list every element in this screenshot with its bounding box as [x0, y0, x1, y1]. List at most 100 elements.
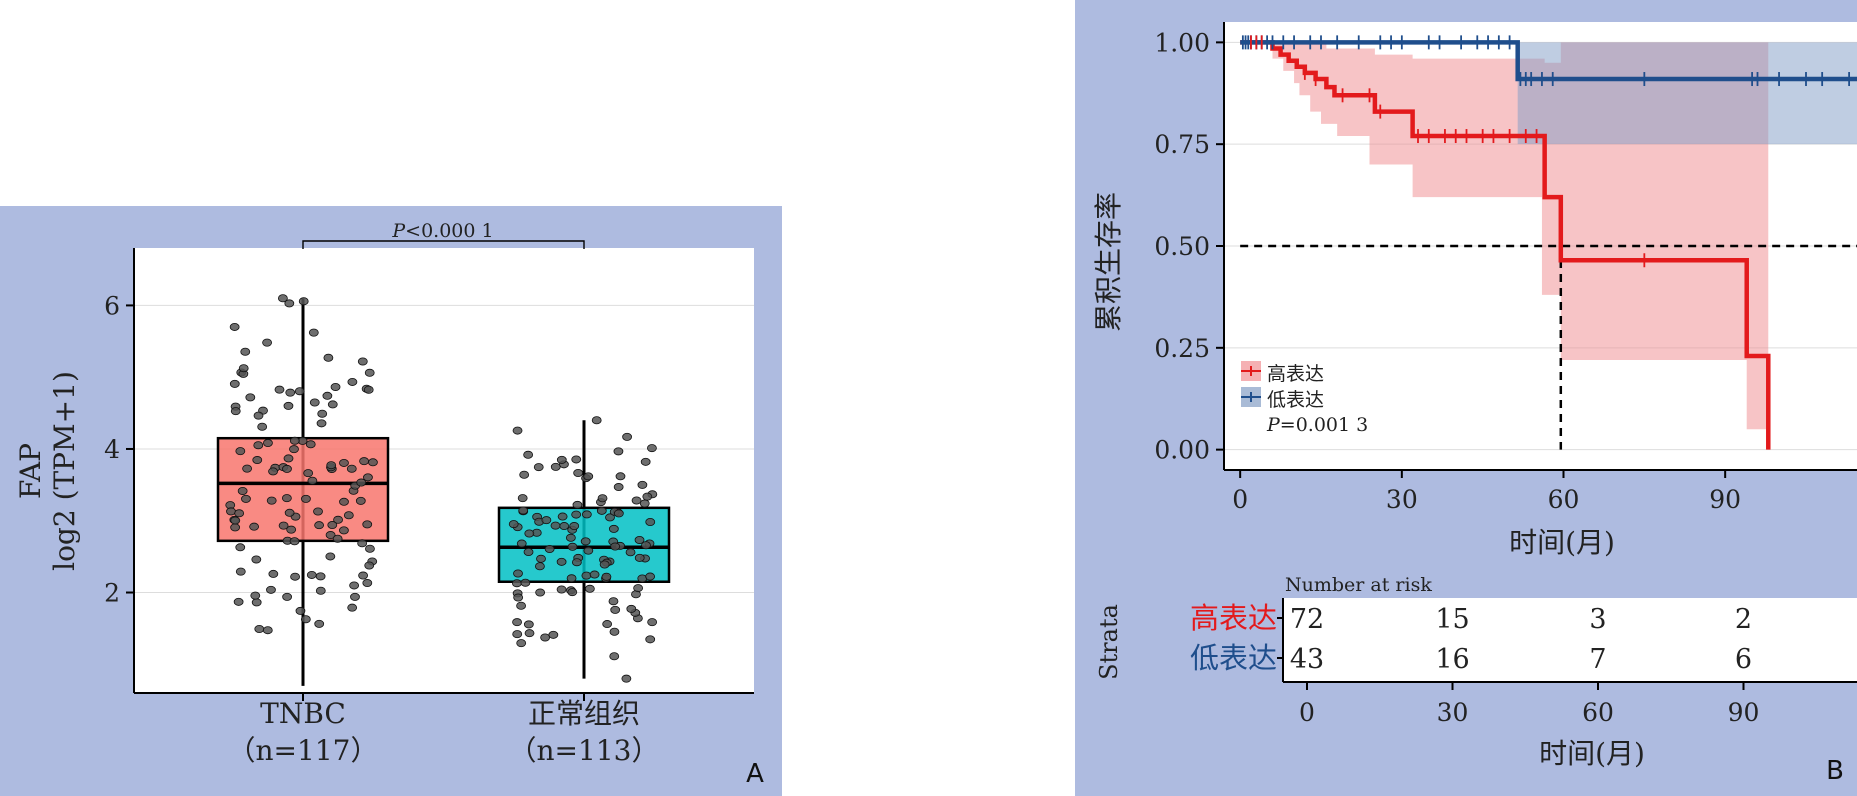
data-point: [233, 597, 244, 606]
data-point: [235, 447, 246, 456]
data-point: [639, 499, 650, 508]
data-point: [286, 525, 297, 534]
risk-strata-label: Strata: [1095, 604, 1123, 680]
km-y-tick-label: 0.50: [1154, 232, 1210, 261]
risk-x-tick-label: 0: [1299, 698, 1315, 727]
data-point: [323, 353, 334, 362]
data-point: [315, 572, 326, 581]
data-point: [364, 368, 375, 377]
data-point: [647, 444, 657, 453]
significance-label: P<0.000 1: [391, 220, 493, 242]
data-point: [230, 407, 241, 416]
data-point: [315, 586, 326, 595]
survival-chart: 0.000.250.500.751.00 0306090120 累积生存率 时间…: [1092, 22, 1857, 786]
data-point: [317, 409, 328, 418]
data-point: [263, 439, 273, 448]
data-point: [597, 494, 608, 503]
data-point: [364, 561, 375, 570]
data-point: [343, 511, 354, 520]
risk-x-tick-label: 60: [1582, 698, 1614, 727]
km-y-ticks: 0.00 0.25 0.50 0.75 1.00: [1154, 28, 1224, 465]
data-point: [581, 571, 592, 580]
data-point: [622, 432, 632, 441]
risk-value: 2: [1735, 604, 1752, 635]
risk-value: 43: [1290, 644, 1324, 675]
km-x-tick-label: 60: [1548, 485, 1580, 514]
data-point: [589, 570, 600, 579]
data-point: [550, 462, 561, 471]
data-point: [355, 496, 366, 505]
data-point: [535, 562, 545, 571]
km-confidence-bands: [1240, 42, 1857, 450]
data-point: [262, 338, 272, 347]
data-point: [240, 347, 251, 356]
data-point: [242, 464, 253, 473]
data-point: [339, 497, 349, 506]
risk-x-ticks: 0306090120: [1299, 682, 1759, 727]
data-point: [347, 377, 358, 386]
data-point: [613, 447, 624, 456]
data-point: [573, 468, 584, 477]
data-point: [268, 569, 279, 578]
data-point: [363, 385, 374, 394]
data-point: [645, 572, 656, 581]
data-point: [284, 508, 295, 517]
y-ticks: 2 4 6: [104, 291, 585, 701]
y-label-line2: log2 (TPM+1): [48, 371, 81, 571]
data-point: [608, 524, 619, 533]
data-point: [556, 557, 567, 566]
data-point: [330, 382, 341, 391]
data-point: [283, 454, 294, 463]
risk-value: 72: [1290, 604, 1324, 635]
data-point: [357, 357, 368, 366]
data-point: [359, 457, 369, 466]
data-point: [281, 494, 292, 503]
data-point: [327, 521, 338, 530]
jitter-points: [225, 294, 658, 683]
y-tick-label-6: 6: [104, 291, 120, 320]
km-x-tick-label: 90: [1709, 485, 1741, 514]
data-point: [548, 630, 559, 639]
data-point: [350, 592, 360, 601]
data-point: [608, 597, 619, 606]
data-point: [533, 463, 544, 472]
data-point: [523, 450, 534, 459]
data-point: [253, 411, 264, 420]
data-point: [327, 400, 338, 409]
data-point: [512, 426, 523, 435]
data-point: [512, 630, 523, 639]
y-tick-label-4: 4: [104, 435, 120, 464]
risk-table-title: Number at risk: [1285, 574, 1432, 596]
data-point: [508, 520, 519, 529]
data-point: [358, 571, 369, 580]
data-point: [238, 364, 249, 373]
data-point: [235, 543, 246, 552]
x-tick-n-1: （n=113）: [509, 734, 660, 767]
data-point: [572, 500, 583, 509]
data-point: [583, 546, 594, 555]
data-point: [235, 567, 246, 576]
data-point: [520, 578, 531, 587]
data-point: [641, 541, 651, 550]
data-point: [252, 456, 263, 465]
risk-x-label: 时间(月): [1539, 737, 1645, 770]
data-point: [305, 440, 316, 449]
km-x-tick-label: 0: [1232, 485, 1248, 514]
km-y-tick-label: 0.25: [1154, 334, 1210, 363]
km-curve-0: [1240, 40, 1771, 450]
data-point: [268, 467, 278, 476]
data-point: [647, 618, 658, 627]
km-y-tick-label: 0.75: [1154, 130, 1210, 159]
data-point: [314, 619, 325, 628]
data-point: [266, 585, 276, 594]
data-point: [536, 554, 546, 563]
risk-row-label: 高表达: [1190, 601, 1277, 635]
data-point: [557, 512, 568, 521]
data-point: [516, 601, 526, 610]
km-x-tick-label: 30: [1386, 485, 1418, 514]
risk-rows: 高表达7215320低表达4316760: [1190, 601, 1752, 675]
km-x-label: 时间(月): [1509, 526, 1615, 559]
km-pvalue-text: =0.001 3: [1280, 414, 1368, 436]
data-point: [325, 552, 336, 561]
data-point: [517, 494, 528, 503]
